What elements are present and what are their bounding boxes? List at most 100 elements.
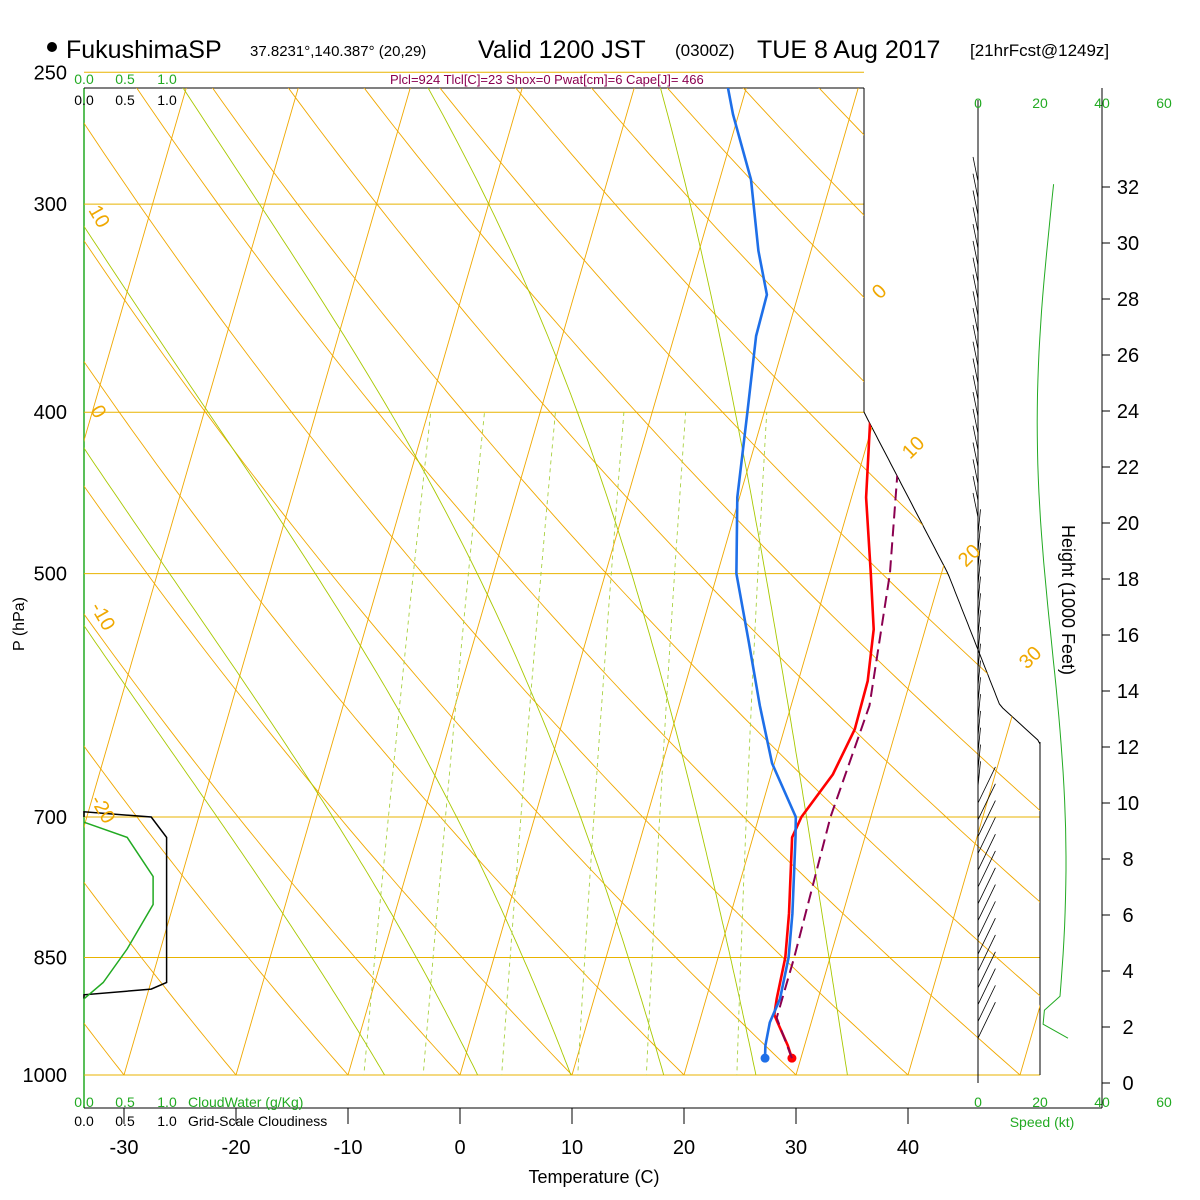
wind-barb [977,576,981,602]
wind-barb [977,766,996,804]
pressure-tick-label: 700 [34,807,67,829]
wind-barb [972,173,979,199]
wind-barb [972,291,979,316]
cloud-axis-bottom-green: CloudWater (g/Kg) [188,1094,303,1110]
mixing-ratio-line [735,412,768,1075]
wind-axis-bottom-label: 0 [974,1094,982,1110]
cloud-axis-top-green: 0.5 [115,71,135,87]
moist-adiabat-line [84,88,406,1075]
cloud-panel: 0.0 0.5 1.0 0.0 0.5 1.0 0.0 0.5 1.0 CloudWater (g… [74,71,327,1129]
isotherm-line [84,88,192,1075]
x-tick-label: -20 [222,1137,251,1159]
wind-barb [977,834,996,871]
wind-barb [977,526,981,552]
dry-adiabat-line [84,88,607,1075]
dry-adiabat-line [84,88,721,1075]
dry-adiabat-line [84,88,153,1075]
wind-barb [972,476,979,501]
wind-barb [977,559,981,585]
cloud-axis-top-black: 0.5 [115,92,135,108]
wind-speed-profile [1036,184,1069,1039]
wind-barb [977,694,981,720]
wind-barb [972,324,979,350]
height-tick-label: 22 [1117,457,1139,479]
wind-barb [977,610,981,636]
wind-barb [972,257,979,283]
moist-adiabat-grid [84,88,854,1075]
isotherm-line [235,88,528,1075]
dewpoint-surface-point [760,1053,770,1063]
dry-adiabat-line [180,88,1040,1075]
dry-adiabat-line [84,88,834,1075]
isobar-grid [84,71,1041,1076]
wind-barb [977,593,981,619]
dry-adiabat-line [627,88,1040,1075]
wind-barb [972,207,979,232]
wind-panel: 0 20 40 600 20 40 60 [972,95,1172,1110]
adiabat-label: 10 [84,202,114,232]
wind-barb [972,156,979,182]
wind-axis-top-label: 60 [1156,95,1172,111]
cloud-axis-top-green: 0.0 [74,71,94,87]
wind-barb [977,951,996,988]
wind-barb [977,677,981,703]
adiabat-label: 10 [898,432,929,463]
dry-adiabat-line [999,88,1040,1075]
mixing-ratio-grid: 2 358 12 20 [360,412,768,1096]
x-tick-label: 20 [673,1137,695,1159]
wind-barb [972,240,979,266]
cloud-axis-bottom-green: 0.0 [74,1094,94,1110]
wind-barb [972,358,979,384]
adiabat-label: -20 [86,792,120,828]
height-tick-label: 10 [1117,793,1139,815]
forecast-info: [21hrFcst@1249z] [970,41,1109,60]
isotherm-line [123,88,416,1075]
valid-time: Valid 1200 JST [478,36,646,64]
height-tick-label: 32 [1117,177,1139,199]
isotherm-line [1019,88,1040,1075]
speed-axis-title: Speed (kt) [1010,1114,1075,1130]
pressure-tick-label: 400 [34,402,67,424]
x-tick-label: -10 [334,1137,363,1159]
wind-barb [977,710,981,736]
dry-adiabat-line [84,88,266,1075]
mixing-ratio-label: 2 [365,1079,383,1094]
height-tick-label: 18 [1117,569,1139,591]
station-coords: 37.8231°,140.387° (20,29) [250,43,426,60]
dry-adiabat-line [478,88,1040,1075]
wind-barb [977,660,981,686]
wind-barb [977,985,996,1022]
height-tick-label: 8 [1122,849,1133,871]
wind-barb [977,509,981,535]
wind-barb [977,817,996,854]
dry-adiabat-line [84,88,494,1075]
pressure-tick-label: 300 [34,194,67,216]
wind-barb [977,800,996,837]
wind-barb [977,542,981,568]
height-tick-label: 4 [1122,961,1133,983]
dry-adiabat-line [850,88,1040,1075]
height-tick-label: 6 [1122,905,1133,927]
wind-barb [972,308,979,333]
isotherm-line [907,88,1040,1075]
header: FukushimaSP 37.8231°,140.387° (20,29) Va… [47,36,1109,87]
wind-barb [977,884,996,921]
mixing-ratio-line [644,412,687,1075]
height-tick-label: 28 [1117,289,1139,311]
wind-barb [977,918,996,955]
wind-barb [972,375,979,400]
station-dot-icon [47,42,57,52]
wind-barb [977,1002,996,1039]
x-tick-label: 10 [561,1137,583,1159]
dry-adiabat-line [552,88,1040,1075]
moist-adiabat-line [84,88,496,1075]
wind-axis-top-label: 0 [974,95,982,111]
wind-barb [977,744,981,770]
x-ticks: -30 -20 -10 0 10 20 30 40 [110,1108,919,1159]
mixing-ratio-label: 5 [501,1081,519,1096]
height-axis-title: Height (1000 Feet) [1058,525,1078,675]
cloud-axis-bottom-black: Grid-Scale Cloudiness [188,1113,327,1129]
x-tick-label: 0 [454,1137,465,1159]
